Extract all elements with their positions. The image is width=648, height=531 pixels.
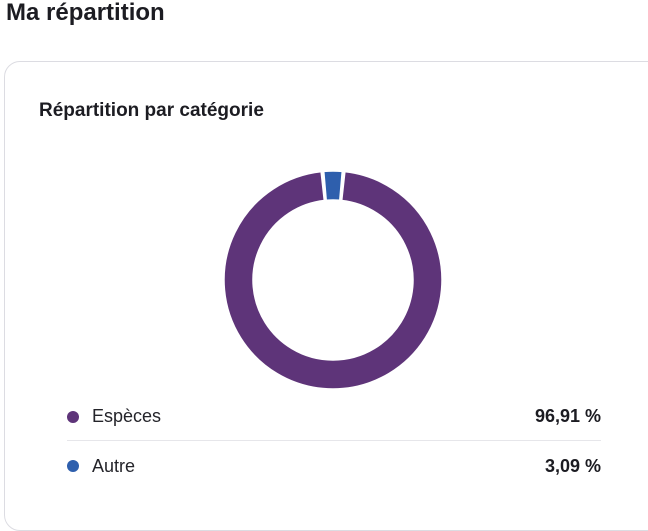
legend-dot-especes <box>67 410 79 423</box>
legend-item-especes: Espèces 96,91 % <box>67 393 601 441</box>
donut-slice-autre <box>323 170 343 202</box>
donut-chart <box>223 170 443 390</box>
legend-label-autre: Autre <box>92 455 136 476</box>
legend-item-autre: Autre 3,09 % <box>67 441 601 491</box>
donut-slice-espces <box>223 170 443 390</box>
card-title: Répartition par catégorie <box>39 100 264 121</box>
chart-legend: Espèces 96,91 % Autre 3,09 % <box>67 393 601 491</box>
legend-label-especes: Espèces <box>92 406 162 426</box>
legend-value-especes: 96,91 % <box>534 406 601 426</box>
distribution-card: Répartition par catégorie Espèces 96,91 … <box>4 61 648 531</box>
legend-value-autre: 3,09 % <box>544 455 601 476</box>
page-title: Ma répartition <box>6 0 165 26</box>
legend-dot-autre <box>67 460 79 472</box>
